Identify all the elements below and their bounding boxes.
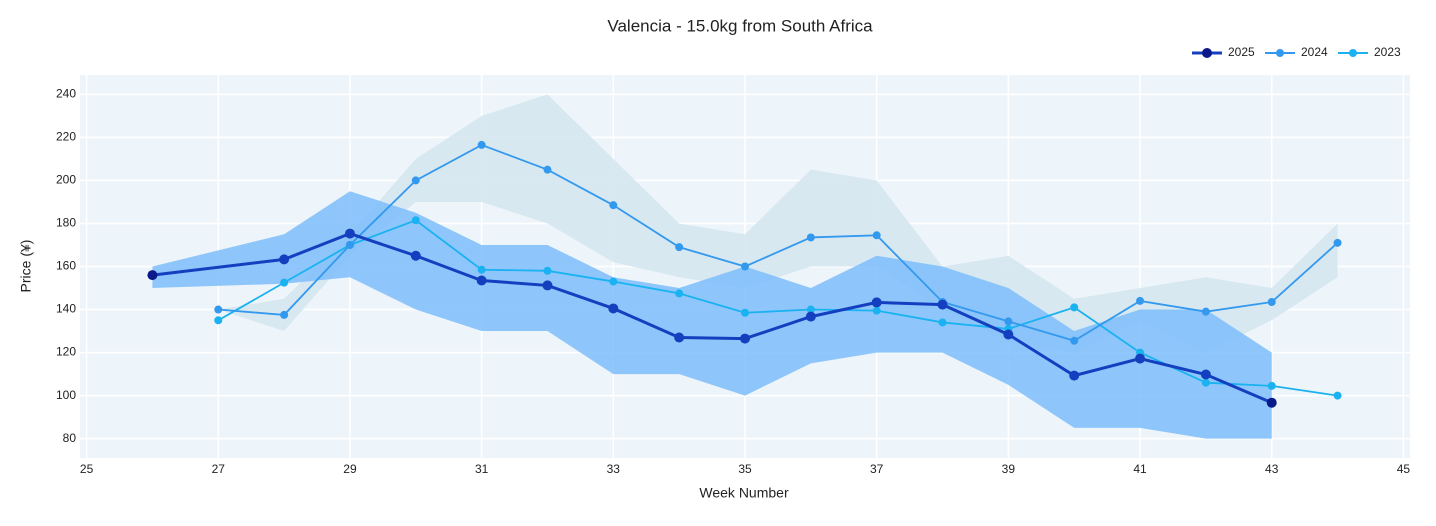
- legend-marker: [1349, 49, 1357, 57]
- x-tick-label: 41: [1133, 462, 1147, 476]
- legend-label: 2023: [1374, 45, 1401, 59]
- point: [806, 305, 815, 314]
- range-band: [152, 191, 1272, 439]
- point: [1070, 303, 1079, 312]
- line: [218, 143, 1339, 342]
- point: [1267, 381, 1276, 390]
- point: [1201, 307, 1210, 316]
- point: [741, 262, 749, 271]
- point: [543, 165, 552, 174]
- legend-marker: [1202, 48, 1212, 58]
- point: [477, 140, 486, 149]
- point: [806, 233, 815, 242]
- y-tick-label: 80: [63, 431, 77, 445]
- point: [608, 303, 619, 314]
- point: [1135, 353, 1146, 364]
- y-tick-label: 180: [56, 216, 76, 230]
- point: [674, 332, 685, 343]
- y-tick-label: 160: [56, 259, 76, 273]
- point: [675, 243, 684, 252]
- range-band: [218, 94, 1338, 353]
- point: [477, 265, 486, 274]
- point: [872, 231, 881, 240]
- point: [938, 318, 947, 327]
- point: [147, 270, 158, 281]
- point: [871, 297, 882, 308]
- point: [1003, 329, 1014, 340]
- x-tick-label: 43: [1265, 462, 1279, 476]
- point: [410, 250, 421, 261]
- x-tick-label: 45: [1397, 462, 1411, 476]
- point: [1266, 397, 1277, 408]
- point: [476, 275, 487, 286]
- point: [411, 176, 420, 185]
- point: [675, 289, 684, 298]
- legend-label: 2024: [1301, 45, 1328, 59]
- point: [345, 240, 354, 249]
- x-tick-label: 39: [1002, 462, 1016, 476]
- x-tick-label: 33: [607, 462, 621, 476]
- point: [740, 333, 750, 344]
- x-tick-label: 31: [475, 462, 489, 476]
- point: [1004, 317, 1013, 326]
- y-tick-label: 240: [56, 87, 76, 101]
- x-tick-label: 27: [212, 462, 226, 476]
- point: [411, 216, 420, 225]
- y-axis-label: Price (¥): [18, 240, 34, 293]
- y-tick-label: 220: [56, 130, 76, 144]
- point: [1333, 238, 1342, 247]
- point: [1333, 391, 1342, 400]
- line: [217, 219, 1338, 397]
- y-tick-label: 100: [56, 388, 76, 402]
- y-tick-label: 140: [56, 302, 76, 316]
- point: [937, 299, 948, 310]
- legend-label: 2025: [1228, 45, 1255, 59]
- point: [609, 277, 618, 286]
- x-tick-label: 35: [738, 462, 752, 476]
- point: [1136, 296, 1145, 305]
- x-tick-label: 29: [343, 462, 357, 476]
- y-tick-label: 200: [56, 173, 76, 187]
- x-tick-label: 25: [80, 462, 94, 476]
- point: [214, 316, 223, 325]
- legend-marker: [1276, 49, 1284, 57]
- x-axis-label: Week Number: [699, 485, 789, 501]
- point: [1267, 298, 1276, 307]
- point: [279, 254, 290, 265]
- point: [542, 280, 553, 291]
- point: [1200, 369, 1211, 380]
- x-tick-label: 37: [870, 462, 884, 476]
- point: [1201, 378, 1210, 387]
- point: [1070, 336, 1079, 345]
- chart-title: Valencia - 15.0kg from South Africa: [607, 16, 873, 35]
- point: [805, 311, 816, 322]
- point: [872, 306, 881, 315]
- point: [741, 308, 749, 317]
- point: [1069, 370, 1080, 381]
- point: [280, 310, 289, 319]
- point: [280, 278, 289, 287]
- point: [214, 305, 223, 314]
- point: [543, 266, 552, 275]
- point: [344, 228, 355, 239]
- y-tick-label: 120: [56, 345, 76, 359]
- point: [609, 201, 618, 210]
